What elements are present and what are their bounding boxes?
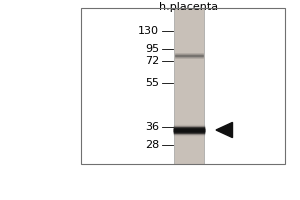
- Text: h.placenta: h.placenta: [159, 2, 219, 12]
- Text: 95: 95: [145, 44, 159, 54]
- Text: 72: 72: [145, 56, 159, 66]
- Text: 36: 36: [145, 122, 159, 132]
- Bar: [174, 8, 204, 164]
- Text: 28: 28: [145, 140, 159, 150]
- Polygon shape: [216, 122, 232, 138]
- Bar: [81, 8, 285, 164]
- Text: 130: 130: [138, 26, 159, 36]
- Text: 55: 55: [145, 78, 159, 88]
